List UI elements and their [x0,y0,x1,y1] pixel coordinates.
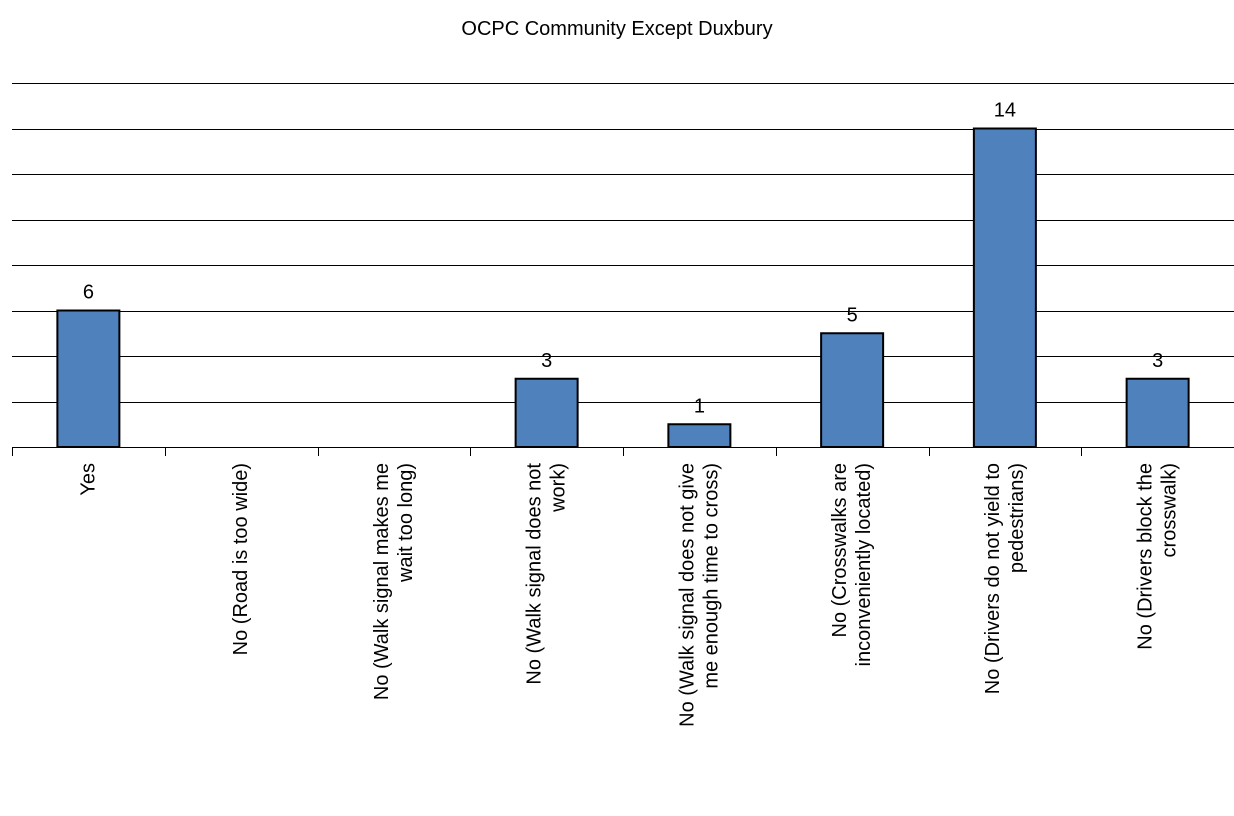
x-tick-label-line: crosswalk) [1159,463,1181,557]
chart-title: OCPC Community Except Duxbury [461,18,773,40]
x-tick-label: No (Walk signal does not give me enough t… [676,463,722,727]
bar [1125,377,1190,448]
bar [667,423,732,448]
x-tick-label: No (Walk signal makes me wait too long) [371,463,417,700]
x-tick-label-line: wait too long) [395,463,417,583]
x-tick-label: No (Drivers do not yield to pedestrians) [982,463,1028,694]
x-tick-label-line: No (Drivers block the [1135,463,1157,650]
x-tick-label-line: work) [548,463,570,513]
bar [56,309,121,448]
bar [514,377,579,448]
x-tick-label-line: Yes [77,463,99,496]
data-label: 5 [847,304,858,326]
data-label: 1 [694,395,705,417]
x-tick-label-line: No (Road is too wide) [230,463,252,655]
x-tick-label: No (Walk signal does not work) [524,463,570,685]
data-label: 3 [1152,350,1163,372]
x-tick-label-line: me enough time to cross) [700,463,722,689]
x-tick-label: No (Drivers block the crosswalk) [1135,463,1181,650]
x-tick-label-line: No (Drivers do not yield to [982,463,1004,694]
x-tick-label-line: inconveniently located) [853,463,875,666]
x-tick-label-line: No (Walk signal does not give [676,463,698,727]
data-label: 3 [541,350,552,372]
x-tick-label: No (Crosswalks are inconveniently located… [829,463,875,666]
data-label: 14 [994,100,1016,122]
x-tick-label: Yes [77,463,99,496]
bar [820,332,885,448]
x-tick-label-line: No (Walk signal makes me [371,463,393,700]
x-tick-label-line: No (Walk signal does not [524,463,546,685]
x-tick-label-line: No (Crosswalks are [829,463,851,637]
data-label: 6 [83,282,94,304]
x-tick-label-line: pedestrians) [1006,463,1028,573]
x-tick-label: No (Road is too wide) [230,463,252,655]
bar [972,127,1037,448]
